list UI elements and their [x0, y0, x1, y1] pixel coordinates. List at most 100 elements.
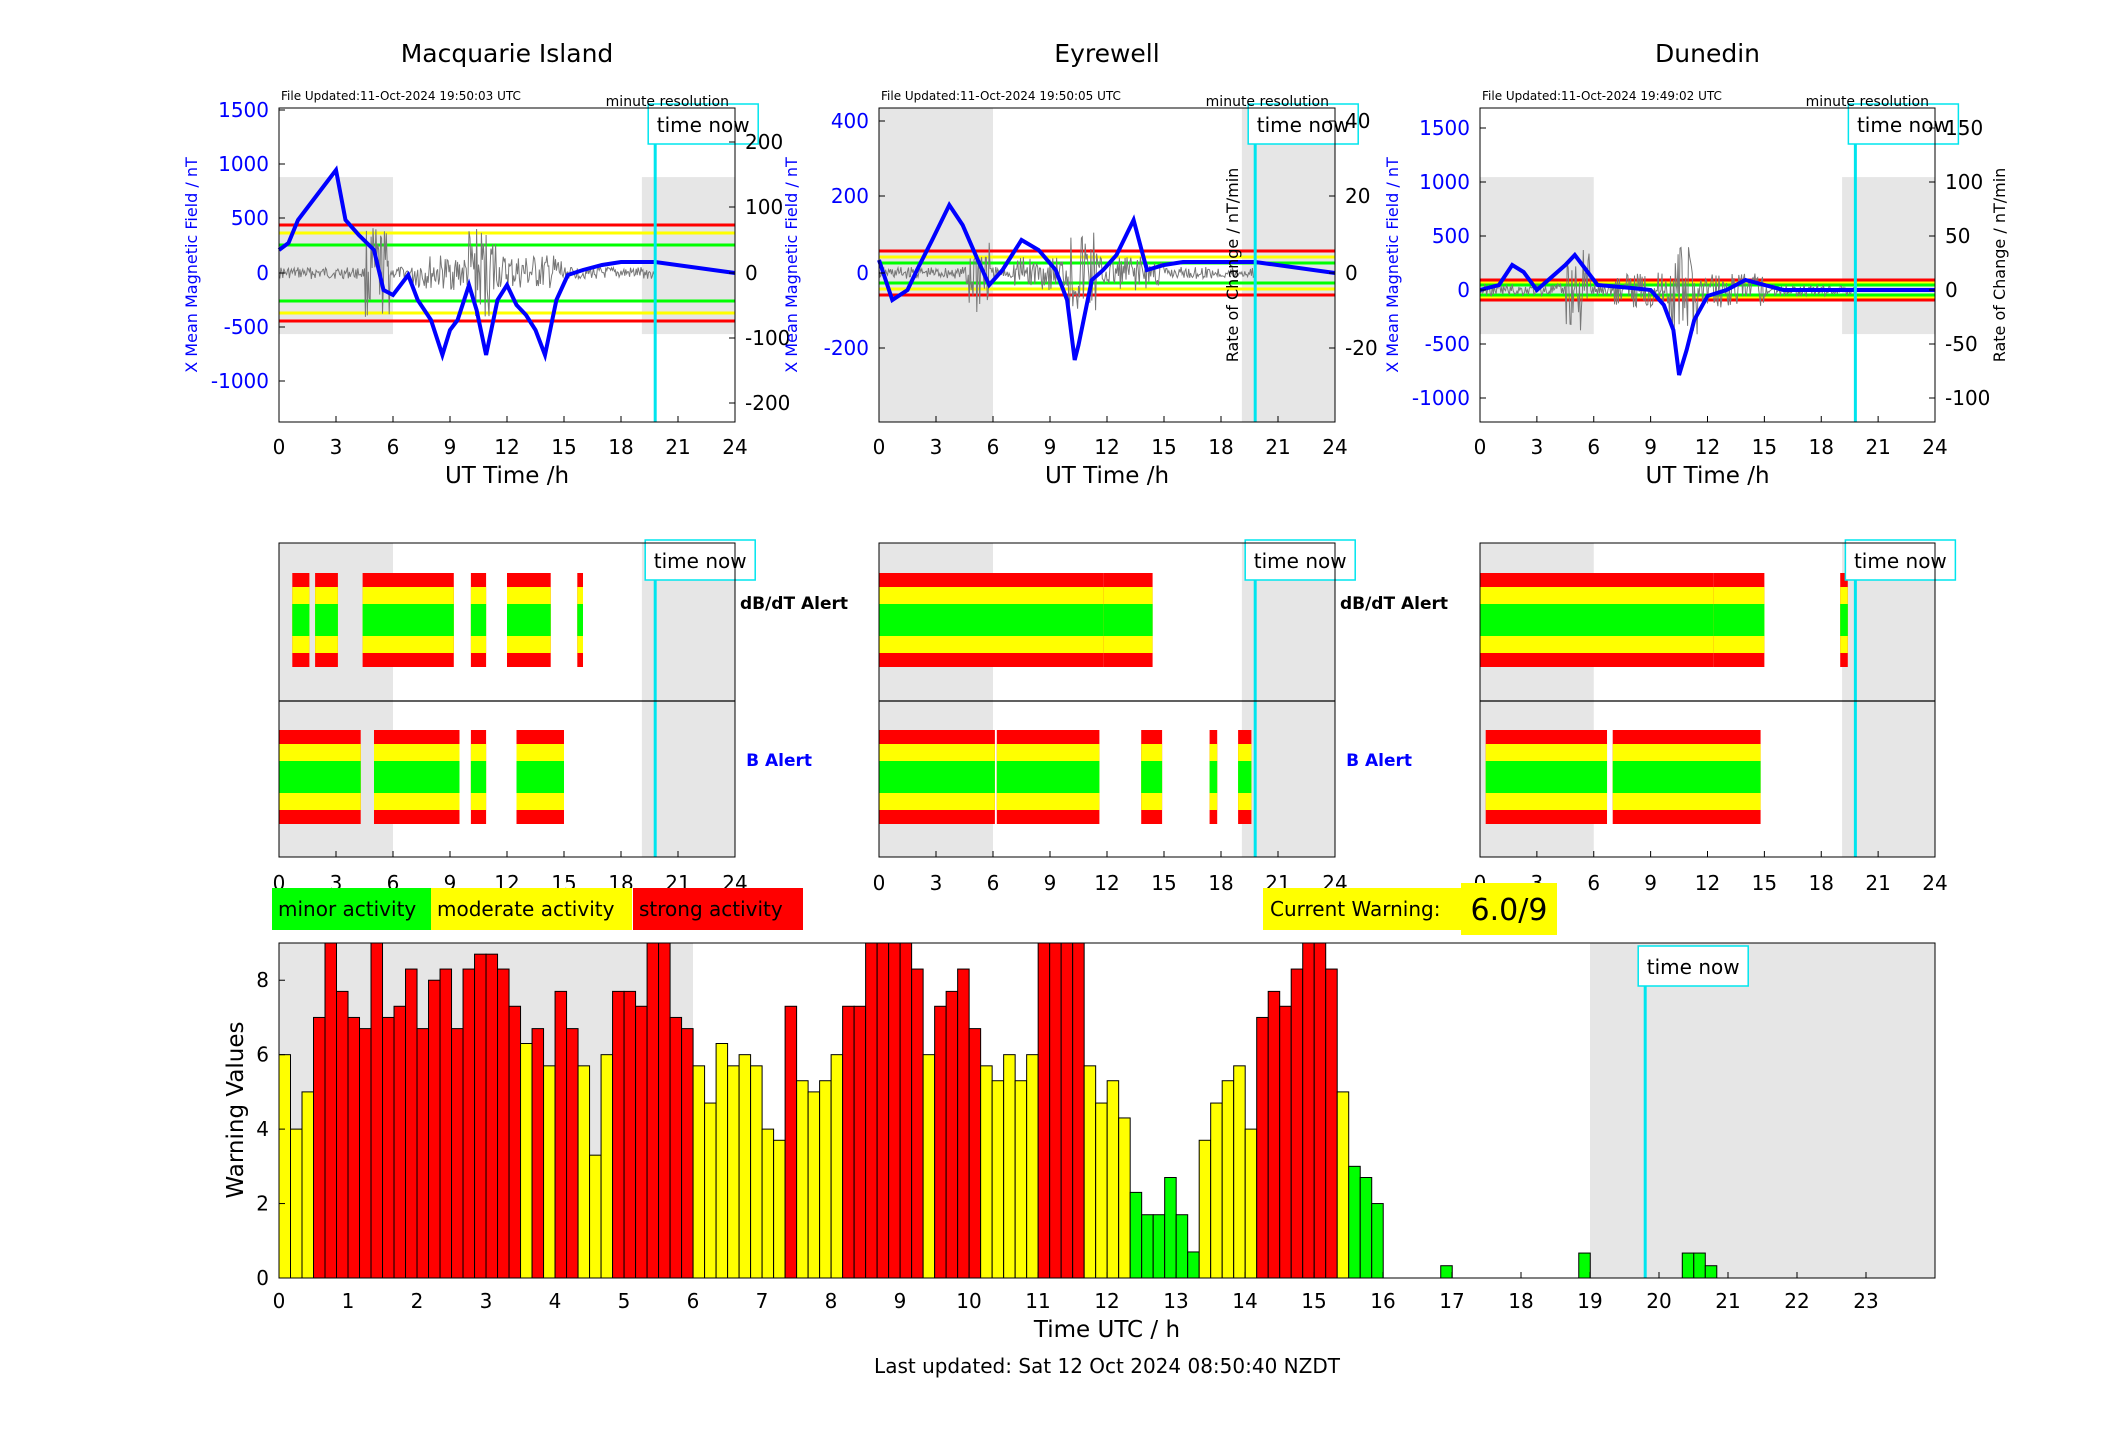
b-alert-block-minor	[374, 761, 460, 793]
x-tick-label: 21	[1865, 435, 1890, 459]
time-now-box	[647, 103, 759, 145]
b-alert-label: B Alert	[1346, 751, 1412, 771]
y-left-tick-label: -500	[224, 315, 269, 339]
legend-minor-label: minor activity	[278, 897, 416, 921]
warning-bar	[1095, 1102, 1108, 1279]
x-tick-label: 21	[665, 435, 690, 459]
y-left-tick-label: 1000	[218, 152, 269, 176]
x-tick-label: 11	[1025, 1289, 1050, 1313]
y-right-tick-label: -100	[1945, 386, 1990, 410]
warning-bar	[1152, 1214, 1166, 1279]
magnetic-field-trace	[877, 200, 1336, 361]
x-tick-label: 21	[1715, 1289, 1740, 1313]
time-now-box	[644, 539, 756, 581]
x-tick-label: 8	[825, 1289, 838, 1313]
y-left-tick-label: 500	[231, 206, 269, 230]
warning-bar	[1233, 1065, 1246, 1279]
current-warning-label: Current Warning:	[1270, 897, 1440, 921]
y-left-axis-label: X Mean Magnetic Field / nT	[182, 157, 201, 373]
warning-bar	[520, 1043, 533, 1279]
warning-bar	[1037, 942, 1051, 1279]
x-tick-label: 12	[1094, 435, 1119, 459]
x-tick-label: 6	[1587, 871, 1600, 895]
y-right-tick-label: -100	[745, 326, 790, 350]
x-tick-label: 24	[1322, 435, 1347, 459]
night-shading	[641, 177, 735, 335]
y-left-tick-label: -200	[824, 336, 869, 360]
x-tick-label: 3	[930, 871, 943, 895]
x-tick-label: 6	[987, 435, 1000, 459]
warning-bar	[416, 1028, 430, 1279]
x-tick-label: 21	[1265, 435, 1290, 459]
warning-bar	[853, 1005, 867, 1279]
x-tick-label: 18	[1809, 871, 1834, 895]
warning-bar	[1210, 1102, 1223, 1279]
last-updated-footer: Last updated: Sat 12 Oct 2024 08:50:40 N…	[874, 1354, 1341, 1378]
dbdt-alert-block-minor	[362, 604, 393, 636]
y-left-tick-label: 400	[831, 109, 869, 133]
field-panel: time now File Updated:11-Oct-2024 19:49:0…	[1383, 89, 2009, 489]
x-tick-label: 9	[1044, 871, 1057, 895]
x-tick-label: 18	[1809, 435, 1834, 459]
b-alert-block-minor	[516, 761, 564, 793]
warning-bar	[980, 1065, 993, 1279]
warning-bar	[393, 1005, 407, 1279]
warning-bar	[784, 1005, 798, 1279]
warning-bar	[382, 1016, 395, 1279]
current-warning-box	[1263, 888, 1461, 930]
warning-bar	[370, 942, 384, 1279]
night-shading	[1842, 543, 1935, 857]
legend-minor-swatch	[272, 888, 431, 930]
dbdt-alert-block-minor	[1840, 604, 1848, 636]
current-warning-value: 6.0/9	[1471, 893, 1548, 928]
warning-bar	[1693, 1252, 1706, 1279]
warning-bar	[451, 1028, 464, 1279]
x-tick-label: 15	[1752, 871, 1777, 895]
b-alert-block-minor	[879, 761, 995, 793]
y-left-tick-label: 0	[856, 261, 869, 285]
warning-bar	[1290, 968, 1304, 1279]
y-right-tick-label: 200	[745, 130, 783, 154]
warning-bar	[301, 1091, 315, 1279]
x-tick-label: 6	[987, 871, 1000, 895]
file-updated-label: File Updated:11-Oct-2024 19:49:02 UTC	[1482, 89, 1722, 103]
magnetic-field-trace	[277, 165, 736, 363]
time-now-label: time now	[1254, 549, 1347, 573]
x-tick-label: 24	[1922, 435, 1947, 459]
warning-bar	[991, 1080, 1005, 1279]
time-now-box	[1637, 945, 1749, 987]
b-alert-label: B Alert	[746, 751, 812, 771]
x-tick-label: 0	[273, 435, 286, 459]
warning-bar	[405, 968, 418, 1279]
x-tick-label: 15	[1301, 1289, 1326, 1313]
current-warning-value-box	[1461, 883, 1557, 935]
x-tick-label: 9	[1644, 435, 1657, 459]
warning-bar	[589, 1154, 602, 1279]
dbdt-alert-block-minor	[1103, 604, 1153, 636]
x-tick-label: 16	[1370, 1289, 1395, 1313]
warning-bar	[1003, 1054, 1016, 1279]
warning-bar	[669, 1016, 683, 1279]
x-tick-label: 3	[1531, 435, 1544, 459]
dbdt-alert-block-minor	[393, 604, 454, 636]
x-tick-label: 3	[330, 435, 343, 459]
warning-bar	[290, 1128, 303, 1279]
warning-bar	[922, 1054, 936, 1279]
x-tick-label: 22	[1784, 1289, 1809, 1313]
y-left-tick-label: 1500	[1419, 116, 1470, 140]
warning-bar	[612, 990, 625, 1279]
y-right-tick-label: 150	[1945, 116, 1983, 140]
warning-bar	[934, 1005, 947, 1279]
field-panel: time now File Updated:11-Oct-2024 19:50:0…	[182, 89, 790, 489]
b-alert-block-minor	[996, 761, 1100, 793]
y-left-tick-label: 1000	[1419, 170, 1470, 194]
warning-bar	[359, 1028, 372, 1279]
time-now-label: time now	[657, 113, 750, 137]
time-now-label: time now	[1857, 113, 1950, 137]
warning-bar	[554, 990, 568, 1279]
warning-bar	[750, 1065, 763, 1279]
x-tick-label: 13	[1163, 1289, 1188, 1313]
warning-bar	[543, 1065, 556, 1279]
x-tick-label: 1	[342, 1289, 355, 1313]
warning-bar	[865, 942, 878, 1279]
